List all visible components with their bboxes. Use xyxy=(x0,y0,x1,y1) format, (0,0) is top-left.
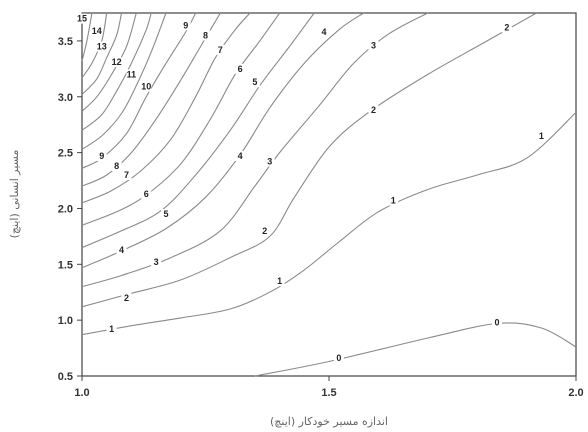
contour-label-9: 9 xyxy=(99,151,104,161)
contour-label-3: 3 xyxy=(267,157,272,167)
y-tick-label: 1.0 xyxy=(58,315,73,327)
contour-label-bg xyxy=(121,292,132,303)
contour-label-bg xyxy=(91,25,102,36)
contour-label-bg xyxy=(264,156,275,167)
contour-label-14: 14 xyxy=(92,26,102,36)
contour-label-bg xyxy=(319,26,330,37)
contour-label-8: 8 xyxy=(203,30,208,40)
contour-line-8 xyxy=(81,12,221,187)
contour-label-1: 1 xyxy=(109,324,114,334)
contour-line-15 xyxy=(81,12,93,62)
contour-label-bg xyxy=(116,244,127,255)
y-tick-label: 2.5 xyxy=(58,148,73,160)
contour-label-10: 10 xyxy=(141,82,151,92)
y-tick-label: 3.5 xyxy=(58,36,73,48)
contour-label-bg xyxy=(491,317,502,328)
y-tick-label: 3.0 xyxy=(58,92,73,104)
contour-label-bg xyxy=(126,69,137,80)
contour-label-9: 9 xyxy=(183,20,188,30)
contour-label-bg xyxy=(141,81,152,92)
x-tick-label: 2.0 xyxy=(568,387,583,399)
contour-label-bg xyxy=(536,130,547,141)
x-axis-title: اندازه مسیر خودکار (اینچ) xyxy=(270,415,388,428)
contour-label-0: 0 xyxy=(494,317,499,327)
contour-label-6: 6 xyxy=(238,64,243,74)
contour-label-bg xyxy=(106,324,117,335)
contour-line-13 xyxy=(81,12,123,95)
contour-label-12: 12 xyxy=(112,57,122,67)
contour-label-bg xyxy=(111,161,122,172)
contour-label-8: 8 xyxy=(114,161,119,171)
contour-label-2: 2 xyxy=(124,293,129,303)
x-tick-label: 1.5 xyxy=(321,387,336,399)
contour-label-4: 4 xyxy=(119,245,124,255)
contour-label-1: 1 xyxy=(539,131,544,141)
contour-line-0 xyxy=(254,322,577,377)
contour-label-bg xyxy=(249,77,260,88)
contour-label-6: 6 xyxy=(144,189,149,199)
contour-line-10 xyxy=(81,12,167,150)
contour-label-3: 3 xyxy=(371,40,376,50)
contour-label-bg xyxy=(96,150,107,161)
plot-frame xyxy=(81,12,577,377)
contour-label-bg xyxy=(274,276,285,287)
contour-label-15: 15 xyxy=(77,14,87,24)
contour-line-7 xyxy=(81,12,251,204)
contour-label-2: 2 xyxy=(504,23,509,33)
contour-label-1: 1 xyxy=(277,276,282,286)
contour-line-6 xyxy=(81,12,281,226)
contour-line-1 xyxy=(81,111,577,336)
y-axis: 0.5 1.0 1.5 2.0 2.5 3.0 3.5 xyxy=(58,36,82,383)
contour-line-12 xyxy=(81,12,137,112)
contour-label-bg xyxy=(368,105,379,116)
contour-label-13: 13 xyxy=(97,42,107,52)
contour-label-5: 5 xyxy=(252,77,257,87)
contour-label-4: 4 xyxy=(238,151,243,161)
contour-label-bg xyxy=(200,30,211,41)
contour-label-bg xyxy=(235,63,246,74)
x-axis: 1.0 1.5 2.0 xyxy=(74,376,584,399)
contour-label-0: 0 xyxy=(336,353,341,363)
y-tick-label: 2.0 xyxy=(58,203,73,215)
contour-label-bg xyxy=(141,188,152,199)
y-tick-label: 1.5 xyxy=(58,259,73,271)
contour-label-bg xyxy=(151,257,162,268)
contour-label-bg xyxy=(111,57,122,68)
contour-label-2: 2 xyxy=(262,226,267,236)
contour-label-7: 7 xyxy=(124,170,129,180)
contour-label-bg xyxy=(77,13,87,24)
contour-label-bg xyxy=(235,150,246,161)
contour-label-bg xyxy=(368,40,379,51)
contour-label-bg xyxy=(388,195,399,206)
contour-line-5 xyxy=(81,12,315,249)
contour-label-7: 7 xyxy=(218,45,223,55)
x-tick-label: 1.0 xyxy=(74,387,89,399)
contour-line-2 xyxy=(81,12,537,308)
contour-label-5: 5 xyxy=(163,209,168,219)
contour-label-bg xyxy=(96,41,107,52)
y-axis-title: مسیر انسانی (اینچ) xyxy=(8,150,21,239)
contour-label-bg xyxy=(501,22,512,33)
contour-label-4: 4 xyxy=(322,27,327,37)
contour-label-1: 1 xyxy=(391,196,396,206)
contour-line-14 xyxy=(81,12,108,79)
y-tick-label: 0.5 xyxy=(58,371,73,383)
contour-label-bg xyxy=(160,209,171,220)
contour-label-2: 2 xyxy=(371,105,376,115)
contour-label-bg xyxy=(180,20,191,31)
contour-label-bg xyxy=(121,169,132,180)
contour-label-11: 11 xyxy=(127,69,137,79)
contour-line-11 xyxy=(81,12,152,131)
contour-label-3: 3 xyxy=(154,257,159,267)
contour-label-bg xyxy=(333,353,344,364)
contour-label-bg xyxy=(259,225,270,236)
contour-label-bg xyxy=(215,44,226,55)
